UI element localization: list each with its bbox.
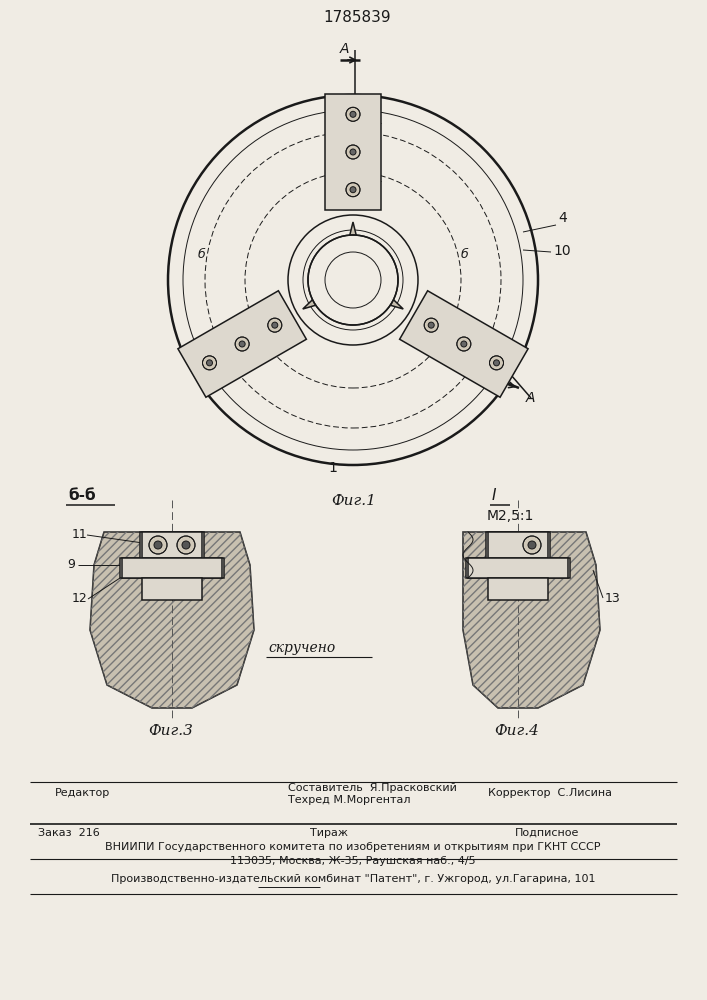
Bar (488, 532, 548, 558)
Polygon shape (466, 532, 570, 578)
Text: А: А (340, 42, 349, 56)
Text: скручено: скручено (268, 641, 335, 655)
Circle shape (528, 541, 536, 549)
Circle shape (350, 187, 356, 193)
Text: Тираж: Тираж (310, 828, 348, 838)
Bar (142, 578, 202, 600)
Bar (488, 578, 548, 600)
Circle shape (239, 341, 245, 347)
Text: Техред М.Моргентал: Техред М.Моргентал (288, 795, 411, 805)
Text: Фиг.1: Фиг.1 (331, 494, 376, 508)
Circle shape (346, 183, 360, 197)
Circle shape (206, 360, 213, 366)
Circle shape (346, 145, 360, 159)
Bar (142, 532, 202, 558)
Bar (122, 558, 222, 578)
Circle shape (149, 536, 167, 554)
Polygon shape (90, 532, 254, 708)
Text: Фиг.3: Фиг.3 (148, 724, 193, 738)
Polygon shape (120, 532, 224, 578)
Circle shape (350, 111, 356, 117)
Circle shape (177, 536, 195, 554)
Text: 4: 4 (558, 211, 567, 225)
Polygon shape (399, 291, 528, 397)
Circle shape (493, 360, 500, 366)
Circle shape (523, 536, 541, 554)
Polygon shape (463, 532, 600, 708)
Polygon shape (303, 222, 403, 309)
Text: Редактор: Редактор (55, 788, 110, 798)
Circle shape (235, 337, 249, 351)
Circle shape (428, 322, 434, 328)
Text: Фиг.4: Фиг.4 (494, 724, 539, 738)
Text: Подписное: Подписное (515, 828, 579, 838)
Text: 10: 10 (553, 244, 571, 258)
Text: М2,5:1: М2,5:1 (487, 509, 534, 523)
Text: 9: 9 (67, 558, 75, 571)
Text: б: б (461, 248, 469, 261)
Text: Корректор  С.Лисина: Корректор С.Лисина (488, 788, 612, 798)
Text: Заказ  216: Заказ 216 (38, 828, 100, 838)
Text: 1785839: 1785839 (323, 10, 391, 25)
Circle shape (202, 356, 216, 370)
Text: Составитель  Я.Прасковский: Составитель Я.Прасковский (288, 783, 457, 793)
Text: 1: 1 (328, 461, 337, 475)
Text: 12: 12 (72, 592, 88, 605)
Circle shape (271, 322, 278, 328)
Circle shape (182, 541, 190, 549)
Text: 13: 13 (605, 592, 621, 605)
Bar (468, 558, 568, 578)
Circle shape (489, 356, 503, 370)
Circle shape (461, 341, 467, 347)
Polygon shape (325, 94, 381, 210)
Circle shape (424, 318, 438, 332)
Circle shape (154, 541, 162, 549)
Text: I: I (492, 488, 496, 503)
Text: б-б: б-б (68, 488, 95, 503)
Circle shape (268, 318, 282, 332)
Circle shape (457, 337, 471, 351)
Text: Производственно-издательский комбинат "Патент", г. Ужгород, ул.Гагарина, 101: Производственно-издательский комбинат "П… (111, 874, 595, 884)
Text: 11: 11 (72, 528, 88, 541)
Text: б: б (198, 248, 206, 261)
Polygon shape (178, 291, 306, 397)
Text: ВНИИПИ Государственного комитета по изобретениям и открытиям при ГКНТ СССР: ВНИИПИ Государственного комитета по изоб… (105, 842, 601, 852)
Text: 113035, Москва, Ж-35, Раушская наб., 4/5: 113035, Москва, Ж-35, Раушская наб., 4/5 (230, 856, 476, 866)
Circle shape (308, 235, 398, 325)
Text: А: А (526, 391, 535, 405)
Circle shape (346, 107, 360, 121)
Circle shape (350, 149, 356, 155)
